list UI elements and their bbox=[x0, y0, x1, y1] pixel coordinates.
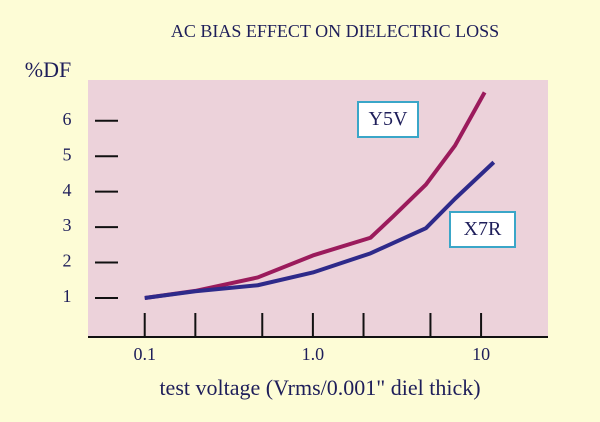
x-tick-label: 10 bbox=[472, 344, 490, 364]
y-tick-label: 4 bbox=[63, 180, 72, 200]
y-tick-label: 3 bbox=[63, 215, 72, 235]
y-tick-label: 6 bbox=[63, 109, 72, 129]
series-label: Y5V bbox=[369, 108, 408, 130]
series-line bbox=[144, 160, 496, 300]
chart-title: AC BIAS EFFECT ON DIELECTRIC LOSS bbox=[171, 21, 499, 41]
x-tick-label: 0.1 bbox=[133, 344, 156, 364]
y-tick-label: 5 bbox=[63, 144, 72, 164]
x-tick-label: 1.0 bbox=[302, 344, 325, 364]
series-label: X7R bbox=[464, 218, 502, 240]
y-tick-label: 1 bbox=[63, 286, 72, 306]
series-label-box bbox=[357, 101, 419, 138]
x-axis-label: test voltage (Vrms/0.001" diel thick) bbox=[159, 375, 480, 400]
series-line bbox=[144, 91, 487, 300]
y-tick-label: 2 bbox=[63, 251, 72, 271]
y-axis-label: %DF bbox=[25, 57, 71, 82]
plot-area bbox=[88, 80, 548, 337]
series-label-box bbox=[449, 211, 516, 248]
